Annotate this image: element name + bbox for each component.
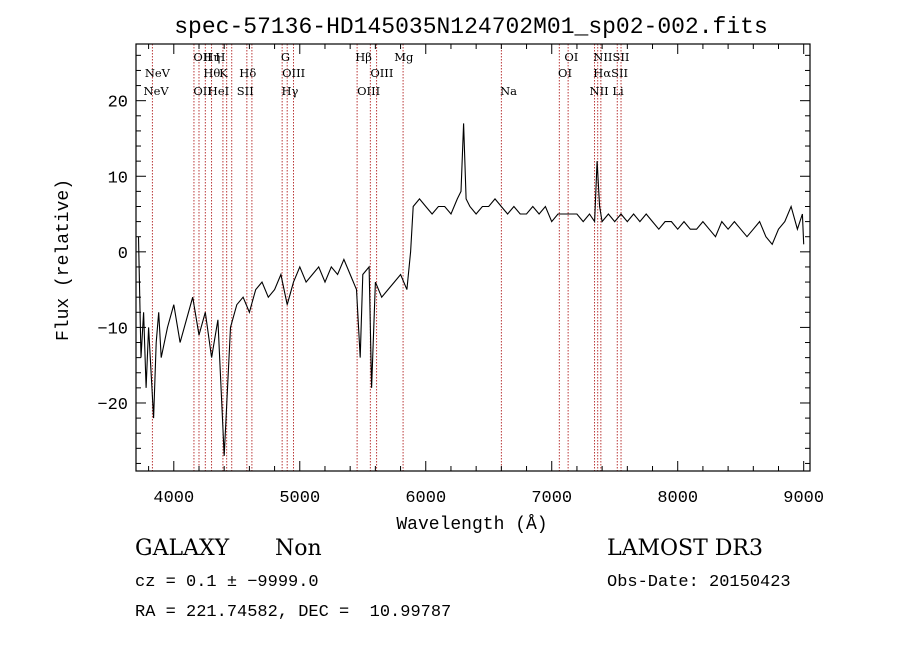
axis-ticks xyxy=(136,44,810,471)
y-tick-labels: −20 −10 0 10 20 xyxy=(97,94,128,415)
line-label: NeV xyxy=(145,66,171,80)
x-tick-label: 6000 xyxy=(405,489,446,508)
spectrum-line xyxy=(137,123,805,456)
line-label: OII xyxy=(193,84,212,98)
line-label: Hη xyxy=(203,50,220,64)
ra-dec: RA = 221.74582, DEC = 10.99787 xyxy=(135,603,452,622)
y-tick-label: 20 xyxy=(108,94,128,113)
object-class: GALAXY xyxy=(135,536,230,561)
line-label: OI xyxy=(564,50,578,64)
line-label: OI xyxy=(558,66,572,80)
line-label: H xyxy=(215,50,225,64)
y-tick-label: 10 xyxy=(108,169,128,188)
x-axis-label: Wavelength (Å) xyxy=(396,514,547,535)
line-label: NIISII xyxy=(593,50,629,64)
y-tick-label: −10 xyxy=(97,320,128,339)
x-tick-label: 5000 xyxy=(279,489,320,508)
plot-frame xyxy=(135,43,811,472)
line-label: Hγ xyxy=(282,84,299,98)
x-tick-label: 7000 xyxy=(531,489,572,508)
y-tick-label: −20 xyxy=(97,396,128,415)
redshift-readout: cz = 0.1 ± −9999.0 xyxy=(135,573,319,592)
y-axis-label: Flux (relative) xyxy=(54,179,74,341)
line-label: HαSII xyxy=(593,66,628,80)
x-tick-labels: 4000 5000 6000 7000 8000 9000 xyxy=(153,489,824,508)
line-label: OIII xyxy=(357,84,380,98)
line-label: G xyxy=(281,50,290,64)
line-label: Hδ xyxy=(239,66,256,80)
x-tick-label: 8000 xyxy=(657,489,698,508)
object-subclass: Non xyxy=(275,536,322,561)
line-label: NeV xyxy=(144,84,170,98)
line-label: Hβ xyxy=(355,50,372,64)
survey-name: LAMOST DR3 xyxy=(607,536,763,561)
line-markers xyxy=(151,44,622,471)
line-label: OII xyxy=(193,50,212,64)
line-label: Mg xyxy=(394,50,414,64)
x-tick-label: 9000 xyxy=(783,489,824,508)
y-tick-label: 0 xyxy=(118,245,128,264)
x-tick-label: 4000 xyxy=(153,489,194,508)
line-label: OIII xyxy=(282,66,305,80)
line-label: HeI xyxy=(208,84,229,98)
line-label: K xyxy=(219,66,228,80)
line-label: Hθ xyxy=(203,66,220,80)
line-label: OIII xyxy=(370,66,393,80)
chart-title: spec-57136-HD145035N124702M01_sp02-002.f… xyxy=(174,14,768,40)
line-label: SII xyxy=(237,84,254,98)
line-label: Na xyxy=(500,84,517,98)
line-label: NII Li xyxy=(590,84,624,98)
obs-date: Obs-Date: 20150423 xyxy=(607,573,791,592)
